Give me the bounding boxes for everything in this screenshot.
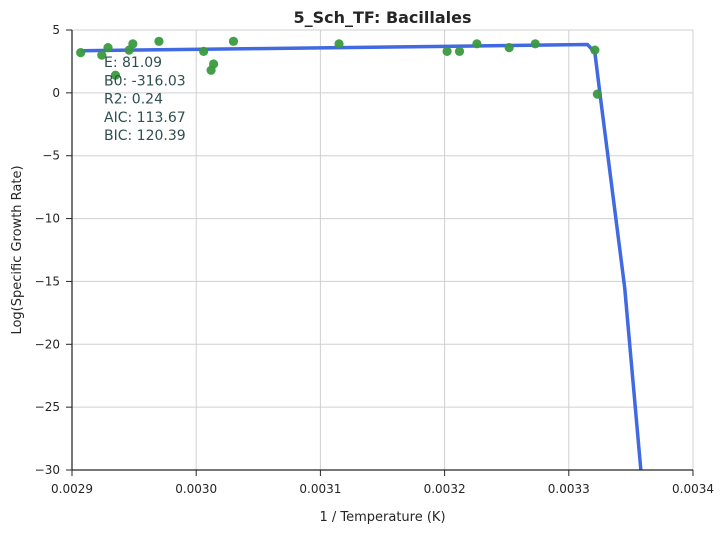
data-point xyxy=(334,39,344,49)
x-tick-label: 0.0034 xyxy=(672,482,714,496)
y-tick-label: 5 xyxy=(52,23,60,37)
data-point xyxy=(592,89,602,99)
x-tick-label: 0.0031 xyxy=(299,482,341,496)
data-point xyxy=(97,50,107,60)
data-point xyxy=(76,48,86,58)
data-point xyxy=(103,43,113,53)
y-tick-label: 0 xyxy=(52,86,60,100)
data-point xyxy=(199,46,209,56)
data-point xyxy=(442,46,452,56)
fit-stat-line: R2: 0.24 xyxy=(104,92,163,108)
y-tick-label: −5 xyxy=(42,149,60,163)
y-tick-label: −20 xyxy=(35,337,60,351)
y-tick-label: −30 xyxy=(35,463,60,477)
data-point xyxy=(208,59,219,69)
fit-stat-line: BIC: 120.39 xyxy=(104,128,186,144)
y-axis-label: Log(Specific Growth Rate) xyxy=(10,165,25,334)
fit-line xyxy=(80,42,643,470)
fit-statistics: E: 81.09 B0: -316.03 R2: 0.24 AIC: 113.67 BI… xyxy=(104,55,186,144)
data-point xyxy=(590,45,600,55)
data-point xyxy=(454,46,465,56)
x-tick-label: 0.0030 xyxy=(175,482,217,496)
data-point xyxy=(110,70,121,80)
fit-stat-line: B0: -316.03 xyxy=(104,73,186,89)
fit-stat-line: AIC: 113.67 xyxy=(104,110,186,126)
data-point xyxy=(530,39,540,49)
data-point xyxy=(154,36,164,46)
x-tick-label: 0.0029 xyxy=(51,482,93,496)
data-point xyxy=(228,36,239,46)
y-tick-label: −10 xyxy=(35,212,60,226)
x-tick-label: 0.0032 xyxy=(424,482,466,496)
x-tick-label: 0.0033 xyxy=(548,482,590,496)
chart-title: 5_Sch_TF: Bacillales xyxy=(293,8,471,27)
data-point xyxy=(128,39,138,49)
y-tick-label: −15 xyxy=(35,274,60,288)
data-point xyxy=(504,43,514,53)
y-tick-label: −25 xyxy=(35,400,60,414)
axes: 0.0029 0.0030 0.0031 0.0032 0.0033 0.0034 5 0 −5… xyxy=(35,23,714,496)
data-point xyxy=(472,39,482,49)
fit-stat-line: E: 81.09 xyxy=(104,55,162,71)
x-axis-label: 1 / Temperature (K) xyxy=(319,510,445,525)
plot-area xyxy=(76,36,643,470)
